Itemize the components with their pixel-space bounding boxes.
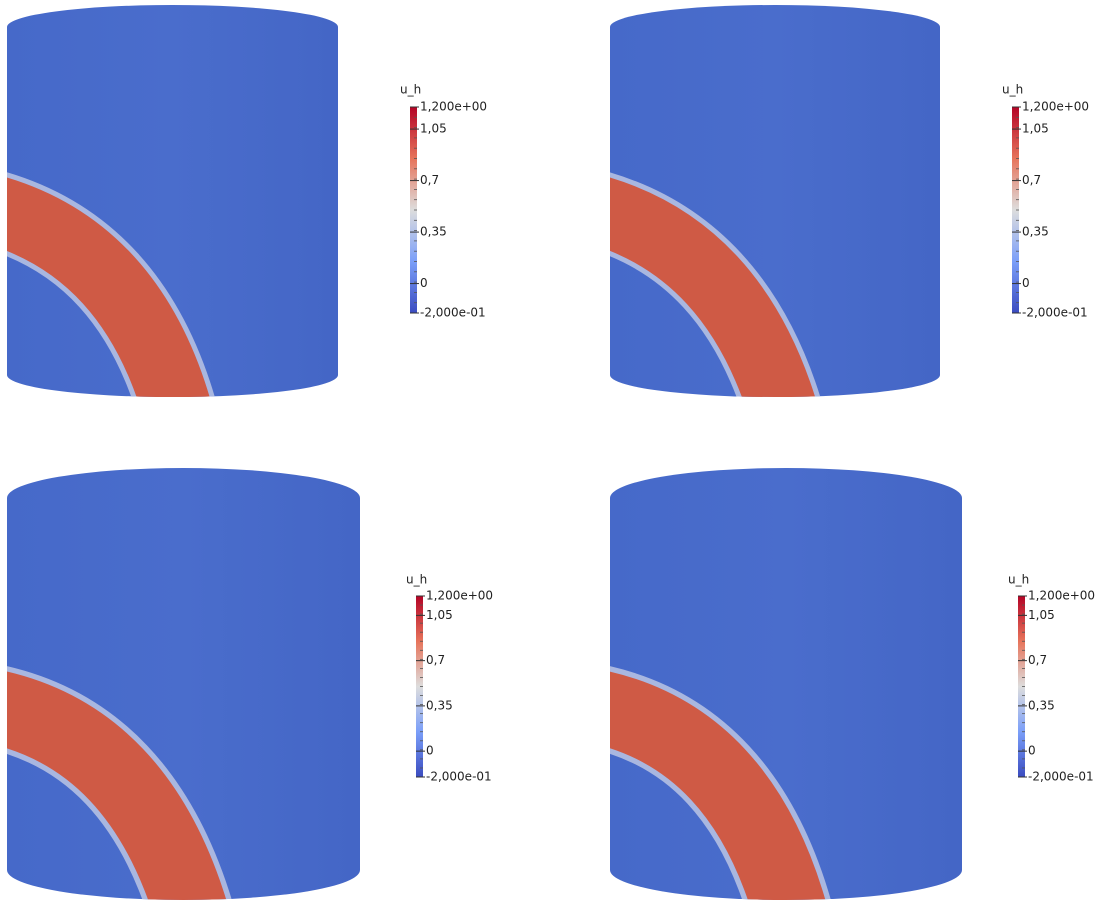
tick-label: 0,35: [1028, 698, 1055, 712]
tick-label: 1,200e+00: [420, 100, 487, 114]
tick-label: 0: [1028, 744, 1036, 758]
tick-label: -2,000e-01: [1022, 306, 1088, 320]
tick-label: 0: [420, 276, 428, 290]
tick-label: 0,7: [1028, 653, 1047, 667]
tick-label: 0,7: [420, 173, 439, 187]
panel: u_h 1,200e+00 1,05 0,7 0,35 0 -2,000e-01: [0, 5, 487, 417]
tick-label: 1,200e+00: [426, 589, 493, 603]
colorbar-title: u_h: [1008, 573, 1029, 587]
tick-label: 1,05: [420, 122, 447, 136]
colorbar-title: u_h: [400, 83, 421, 97]
colorbar-title: u_h: [406, 573, 427, 587]
tick-label: -2,000e-01: [420, 306, 486, 320]
tick-label: 0: [1022, 276, 1030, 290]
tick-label: -2,000e-01: [1028, 770, 1094, 784]
panel: u_h 1,200e+00 1,05 0,7 0,35 0 -2,000e-01: [592, 468, 1095, 902]
colorbar-title: u_h: [1002, 83, 1023, 97]
panel: u_h 1,200e+00 1,05 0,7 0,35 0 -2,000e-01: [594, 5, 1090, 417]
tick-label: 1,05: [1022, 122, 1049, 136]
tick-label: 1,05: [426, 608, 453, 622]
tick-label: 0,7: [426, 653, 445, 667]
tick-label: 0,35: [420, 225, 447, 239]
tick-label: 0: [426, 744, 434, 758]
tick-label: 0,7: [1022, 173, 1041, 187]
tick-label: 1,05: [1028, 608, 1055, 622]
tick-label: 0,35: [1022, 225, 1049, 239]
tick-label: 0,35: [426, 698, 453, 712]
tick-label: 1,200e+00: [1022, 100, 1089, 114]
tick-label: -2,000e-01: [426, 770, 492, 784]
tick-label: 1,200e+00: [1028, 589, 1095, 603]
figure: u_h 1,200e+00 1,05 0,7 0,35 0 -2,000e-01 u_h 1,2…: [0, 0, 1110, 902]
panel: u_h 1,200e+00 1,05 0,7 0,35 0 -2,000e-01: [0, 468, 493, 902]
